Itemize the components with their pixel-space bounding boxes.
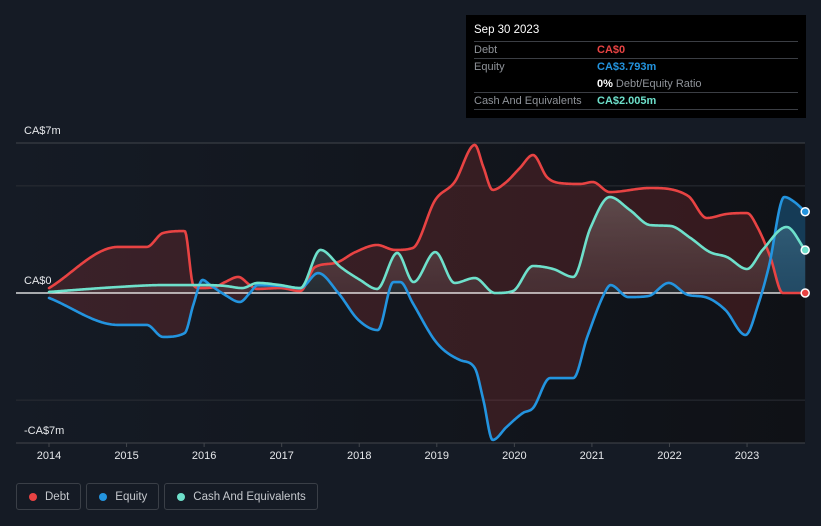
cash-hover-marker: [800, 245, 810, 255]
x-tick-label: 2018: [347, 450, 371, 462]
tooltip-ratio-value: 0%: [597, 77, 613, 90]
x-tick-label: 2023: [735, 450, 759, 462]
cash-dot-icon: [177, 492, 186, 501]
tooltip-row-ratio: 0% Debt/Equity Ratio: [474, 75, 798, 92]
x-tick-label: 2016: [192, 450, 216, 462]
tooltip-debt-value: CA$0: [597, 44, 626, 56]
tooltip-equity-value: CA$3.793m: [597, 61, 657, 73]
tooltip-ratio-label: Debt/Equity Ratio: [615, 77, 702, 90]
legend-label-debt: Debt: [45, 490, 70, 503]
tooltip-cash-value: CA$2.005m: [597, 95, 657, 107]
y-tick-label: -CA$7m: [24, 425, 64, 437]
legend-item-equity[interactable]: Equity: [86, 483, 160, 510]
tooltip-rows: Debt CA$0 Equity CA$3.793m 0% Debt/Equit…: [474, 41, 798, 110]
x-tick-label: 2019: [425, 450, 449, 462]
cash-area-fill: [49, 197, 806, 293]
tooltip-row-equity: Equity CA$3.793m: [474, 58, 798, 75]
tooltip-row-debt: Debt CA$0: [474, 41, 798, 58]
tooltip-date: Sep 30 2023: [474, 24, 540, 36]
equity-line: [47, 195, 807, 442]
tooltip: Sep 30 2023 Debt CA$0 Equity CA$3.793m 0…: [466, 15, 806, 118]
legend-label-cash: Cash And Equivalents: [193, 490, 306, 503]
cash-line: [47, 195, 807, 295]
y-tick-label: CA$0: [24, 275, 52, 287]
tooltip-cash-label: Cash And Equivalents: [474, 95, 582, 107]
x-tick-label: 2017: [269, 450, 293, 462]
debt-hover-marker: [800, 288, 810, 298]
equity-dot-icon: [99, 492, 108, 501]
chart-legend: Debt Equity Cash And Equivalents: [16, 483, 318, 510]
x-tick-label: 2021: [580, 450, 604, 462]
debt-line: [47, 143, 807, 295]
legend-item-debt[interactable]: Debt: [16, 483, 82, 510]
x-tick-label: 2014: [37, 450, 61, 462]
x-tick-label: 2022: [657, 450, 681, 462]
x-tick-label: 2020: [502, 450, 526, 462]
tooltip-equity-label: Equity: [474, 61, 505, 73]
tooltip-row-cash: Cash And Equivalents CA$2.005m: [474, 92, 798, 109]
y-tick-label: CA$7m: [24, 125, 61, 137]
debt-dot-icon: [29, 492, 37, 501]
tooltip-debt-label: Debt: [474, 44, 498, 56]
legend-item-cash[interactable]: Cash And Equivalents: [164, 483, 318, 510]
equity-hover-marker: [800, 206, 810, 217]
legend-label-equity: Equity: [115, 490, 148, 503]
x-tick-label: 2015: [114, 450, 138, 462]
